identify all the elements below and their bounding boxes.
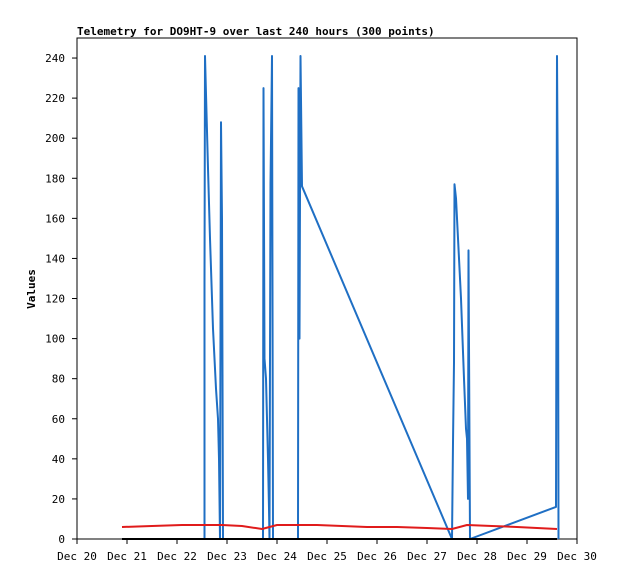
y-axis: 0 20 40 60 80 100 120 140 160 180 200 220 240 (45, 52, 77, 546)
x-tick-label: Dec 25 (307, 550, 347, 563)
y-tick-label: 80 (52, 373, 65, 386)
series-layer (121, 55, 560, 540)
x-tick-label: Dec 29 (507, 550, 547, 563)
y-tick-label: 40 (52, 453, 65, 466)
y-tick-label: 60 (52, 413, 65, 426)
y-tick-label: 200 (45, 132, 65, 145)
x-tick-label: Dec 30 (557, 550, 597, 563)
y-tick-label: 100 (45, 333, 65, 346)
chart-title: Telemetry for DO9HT-9 over last 240 hour… (77, 25, 435, 38)
x-tick-label: Dec 27 (407, 550, 447, 563)
y-axis-label: Values (25, 269, 38, 309)
x-tick-label: Dec 21 (107, 550, 147, 563)
y-tick-label: 120 (45, 293, 65, 306)
y-tick-label: 0 (58, 533, 65, 546)
y-tick-label: 240 (45, 52, 65, 65)
x-tick-label: Dec 28 (457, 550, 497, 563)
x-tick-label: Dec 20 (57, 550, 97, 563)
y-tick-label: 180 (45, 172, 65, 185)
series-line-1 (203, 55, 560, 540)
x-tick-label: Dec 26 (357, 550, 397, 563)
y-tick-label: 20 (52, 493, 65, 506)
y-tick-label: 220 (45, 92, 65, 105)
y-tick-label: 140 (45, 252, 65, 265)
y-tick-label: 160 (45, 212, 65, 225)
x-tick-label: Dec 24 (257, 550, 297, 563)
series-line-2 (121, 524, 558, 530)
plot-frame (76, 37, 578, 540)
x-axis: Dec 20 Dec 21 Dec 22 Dec 23 Dec 24 Dec 25 Dec … (57, 539, 597, 563)
x-tick-label: Dec 23 (207, 550, 247, 563)
x-tick-label: Dec 22 (157, 550, 197, 563)
